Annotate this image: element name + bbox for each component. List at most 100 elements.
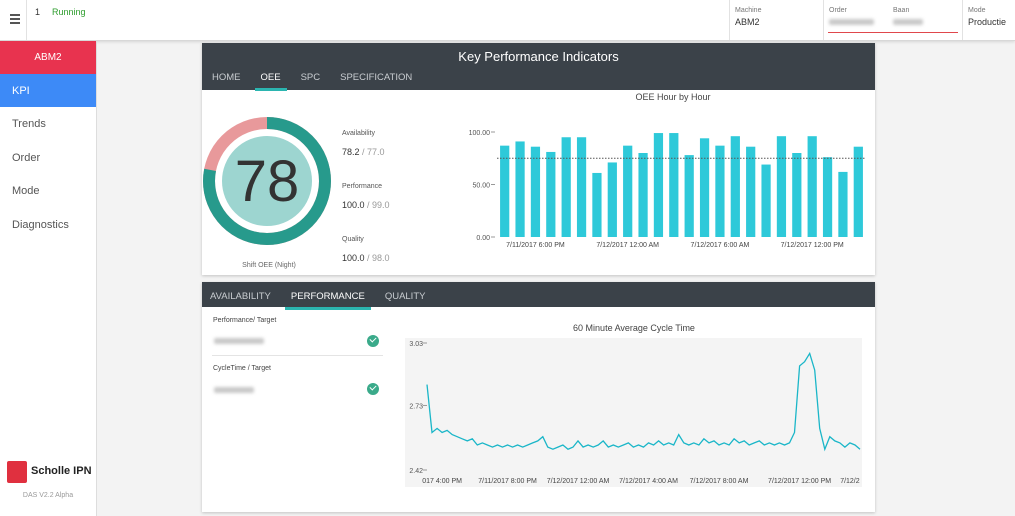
bar	[761, 164, 771, 237]
bar	[792, 153, 802, 237]
metric-value-hidden	[214, 387, 254, 393]
gauge-label: Shift OEE (Night)	[242, 262, 296, 269]
stat-label: Availability	[342, 130, 375, 137]
line-number: 1	[35, 7, 41, 17]
bar	[853, 146, 863, 237]
metric-label: Performance/ Target	[213, 317, 277, 324]
metric-label: CycleTime / Target	[213, 365, 271, 372]
stat-value: 100.0 / 98.0	[342, 253, 390, 263]
stat-label: Performance	[342, 183, 383, 190]
tab-bar: AVAILABILITY PERFORMANCE QUALITY	[204, 291, 439, 310]
tab[interactable]: SPECIFICATION	[340, 72, 413, 83]
y-tick-label: 3.03	[409, 341, 423, 348]
baan-value-hidden	[893, 19, 923, 25]
stat-target: / 98.0	[367, 253, 390, 263]
ok-icon	[367, 383, 379, 395]
sidebar: ABM2 KPI Trends Order Mode Diagnostics S…	[0, 41, 97, 516]
stat-target: / 77.0	[362, 147, 385, 157]
brand-logo	[7, 461, 27, 483]
bar	[838, 171, 848, 237]
tab-bar: HOME OEE SPC SPECIFICATION	[206, 72, 426, 91]
nav-item[interactable]: Diagnostics	[12, 219, 69, 231]
stat-actual: 78.2	[342, 147, 360, 157]
bar	[746, 146, 756, 237]
bar	[576, 137, 587, 237]
version: DAS V2.2 Alpha	[22, 492, 74, 499]
x-tick-label: 7/12/2017 4:00 AM	[619, 478, 678, 485]
bar	[607, 162, 617, 237]
panel-title: Key Performance Indicators	[458, 49, 619, 64]
y-tick-label: 2.73	[409, 403, 423, 410]
order-label: Order	[829, 7, 847, 14]
y-tick-label: 100.00	[469, 130, 491, 137]
tab[interactable]: SPC	[300, 72, 321, 83]
y-tick-label: 50.00	[472, 183, 490, 190]
nav-item[interactable]: Order	[12, 152, 41, 164]
menu-button[interactable]	[10, 14, 20, 24]
tab[interactable]: HOME	[212, 72, 241, 83]
y-tick-label: 2.42	[409, 468, 423, 475]
series-line	[426, 351, 861, 452]
stat-value: 78.2 / 77.0	[342, 147, 385, 157]
order-value-hidden	[829, 19, 874, 25]
top-bar: 1 Running Machine ABM2 Order Baan Mode P…	[0, 0, 1015, 41]
brand-name: Scholle IPN	[31, 465, 92, 477]
x-tick-label: 7/11/2017 6:00 PM	[506, 242, 565, 249]
x-tick-label: 7/12/2	[840, 478, 860, 485]
panel-header	[202, 43, 875, 90]
x-tick-label: 7/12/2017 12:00 PM	[768, 478, 831, 485]
x-tick-label: 7/12/2017 12:00 AM	[596, 242, 659, 249]
metric-value-hidden	[214, 338, 264, 344]
tab[interactable]: PERFORMANCE	[284, 291, 371, 310]
bar	[638, 153, 648, 237]
mode-label: Mode	[968, 7, 986, 14]
x-tick-label: 017 4:00 PM	[422, 478, 462, 485]
bar	[669, 133, 679, 237]
tab[interactable]: OEE	[254, 72, 287, 91]
stat-target: / 99.0	[367, 200, 390, 210]
stat-actual: 100.0	[342, 200, 365, 210]
nav-item[interactable]: Mode	[12, 185, 40, 197]
bar	[530, 146, 541, 237]
mode-value: Productie	[968, 17, 1007, 27]
y-tick-label: 0.00	[476, 235, 490, 242]
gauge-center	[220, 134, 314, 228]
bar	[699, 138, 710, 237]
stat-label: Quality	[342, 236, 364, 243]
machine-badge: ABM2	[0, 41, 96, 74]
nav-item[interactable]: KPI	[12, 85, 30, 97]
ok-icon	[367, 335, 379, 347]
bar	[515, 141, 525, 237]
gauge-value: 78	[235, 149, 300, 214]
bar	[561, 137, 571, 237]
chart-title: 60 Minute Average Cycle Time	[573, 323, 695, 333]
bar	[500, 145, 510, 237]
machine-value: ABM2	[735, 17, 760, 27]
tab[interactable]: AVAILABILITY	[210, 291, 271, 302]
gauge-arc	[203, 117, 331, 245]
x-tick-label: 7/12/2017 12:00 PM	[781, 242, 844, 249]
panel-header	[202, 282, 875, 307]
stat-value: 100.0 / 99.0	[342, 200, 390, 210]
stat-actual: 100.0	[342, 253, 365, 263]
bar	[776, 136, 787, 237]
x-tick-label: 7/12/2017 8:00 AM	[690, 478, 749, 485]
x-tick-label: 7/12/2017 6:00 AM	[691, 242, 750, 249]
status: Running	[52, 7, 86, 17]
bar	[715, 145, 725, 237]
bar	[623, 145, 633, 237]
tab[interactable]: QUALITY	[384, 291, 426, 302]
bar	[684, 155, 694, 237]
nav-item[interactable]: Trends	[12, 118, 46, 130]
bar	[653, 133, 664, 237]
chart-title: OEE Hour by Hour	[635, 92, 710, 102]
bar	[807, 136, 817, 237]
separator	[212, 355, 383, 356]
bar	[592, 172, 602, 237]
baan-label: Baan	[893, 7, 910, 14]
nav-active-bg	[0, 74, 96, 107]
x-tick-label: 7/12/2017 12:00 AM	[547, 478, 610, 485]
bar	[546, 151, 556, 237]
